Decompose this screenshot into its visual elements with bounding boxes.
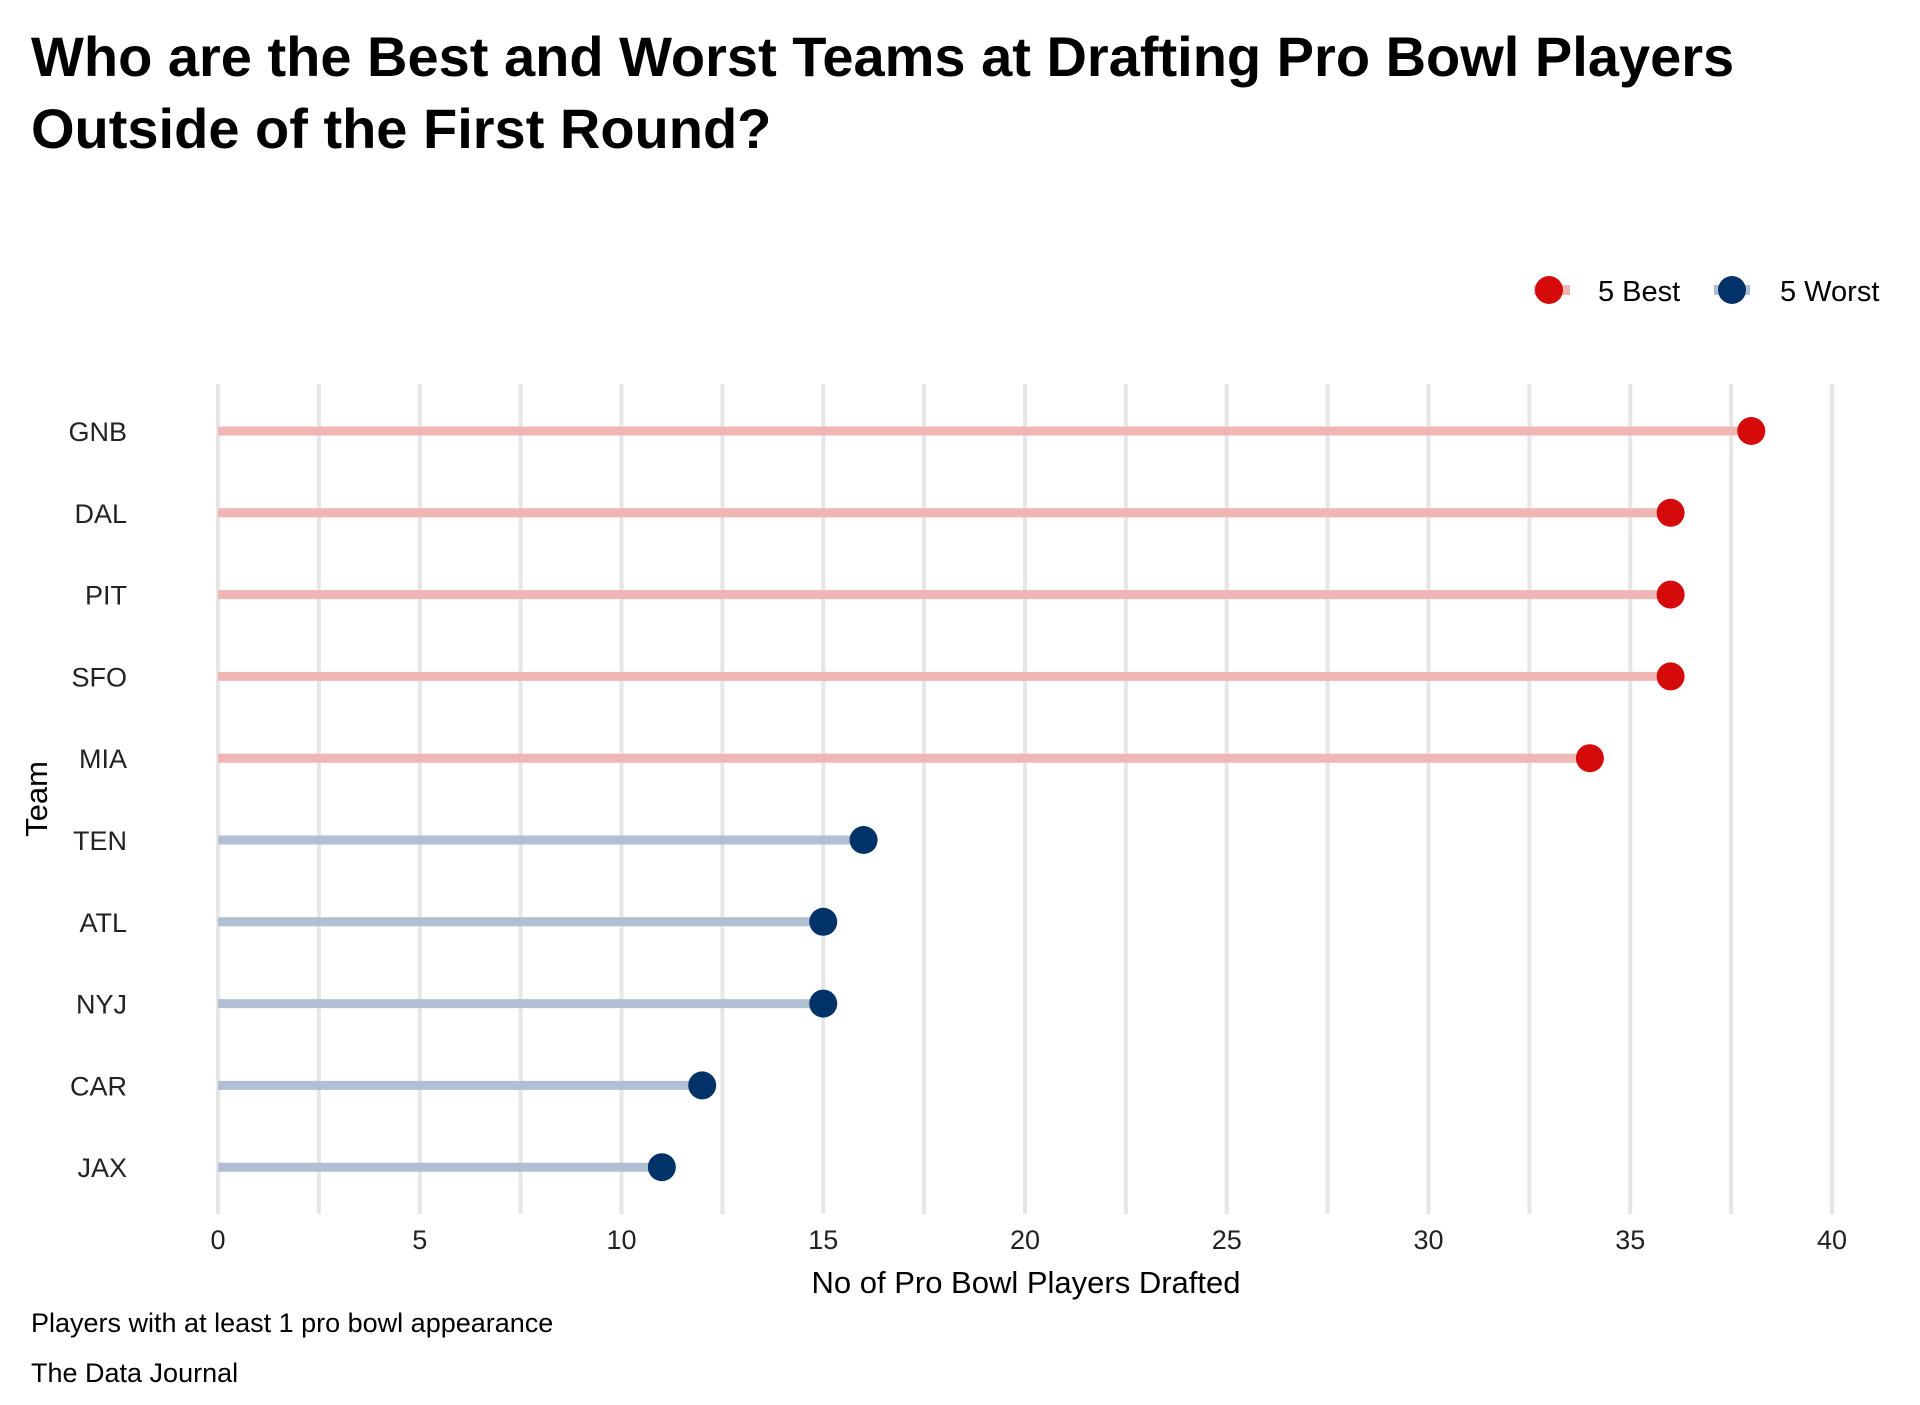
legend-item-best: 5 Best (1534, 276, 1680, 308)
y-tick-label: PIT (85, 581, 127, 611)
y-tick-label: NYJ (76, 990, 127, 1020)
x-tick-label: 20 (1010, 1225, 1040, 1255)
x-tick-label: 0 (210, 1225, 225, 1255)
x-axis-ticks: 0 5 10 15 20 25 30 35 40 (210, 1225, 1847, 1255)
x-tick-label: 30 (1413, 1225, 1443, 1255)
lollipop-point (647, 1153, 676, 1182)
x-tick-label: 10 (606, 1225, 636, 1255)
x-tick-label: 5 (412, 1225, 427, 1255)
y-tick-label: SFO (71, 662, 127, 692)
chart-title-line-1: Who are the Best and Worst Teams at Draf… (31, 25, 1734, 88)
y-tick-label: MIA (79, 744, 127, 774)
x-tick-label: 25 (1212, 1225, 1242, 1255)
legend-item-worst: 5 Worst (1714, 276, 1879, 308)
y-axis-ticks: GNB DAL PIT SFO MIA TEN ATL NYJ CAR JAX (68, 417, 127, 1183)
lollipop-point (1656, 662, 1685, 691)
caption-note: Players with at least 1 pro bowl appeara… (31, 1308, 553, 1338)
chart-marks (218, 417, 1766, 1182)
y-tick-label: ATL (79, 908, 127, 938)
grid (216, 384, 1834, 1214)
caption-source: The Data Journal (31, 1358, 238, 1388)
y-axis-title: Team (19, 761, 54, 837)
legend-point-best (1535, 276, 1563, 304)
chart-title-line-2: Outside of the First Round? (31, 97, 771, 160)
lollipop-point (688, 1071, 717, 1100)
lollipop-point (809, 989, 838, 1018)
y-tick-label: CAR (70, 1071, 127, 1101)
y-tick-label: DAL (74, 499, 127, 529)
legend-label-worst: 5 Worst (1780, 276, 1879, 308)
x-tick-label: 40 (1817, 1225, 1847, 1255)
x-axis-title: No of Pro Bowl Players Drafted (811, 1265, 1240, 1300)
y-tick-label: GNB (68, 417, 127, 447)
lollipop-point (1737, 417, 1766, 445)
legend-point-worst (1718, 276, 1746, 304)
y-tick-label: JAX (77, 1153, 127, 1183)
x-tick-label: 35 (1615, 1225, 1645, 1255)
legend: 5 Best 5 Worst (1534, 276, 1879, 308)
x-tick-label: 15 (808, 1225, 838, 1255)
lollipop-point (1656, 580, 1685, 609)
lollipop-point (1575, 744, 1604, 773)
lollipop-point (1656, 498, 1685, 527)
lollipop-point (849, 826, 878, 854)
y-tick-label: TEN (73, 826, 127, 856)
legend-label-best: 5 Best (1598, 276, 1680, 308)
lollipop-point (809, 907, 838, 936)
